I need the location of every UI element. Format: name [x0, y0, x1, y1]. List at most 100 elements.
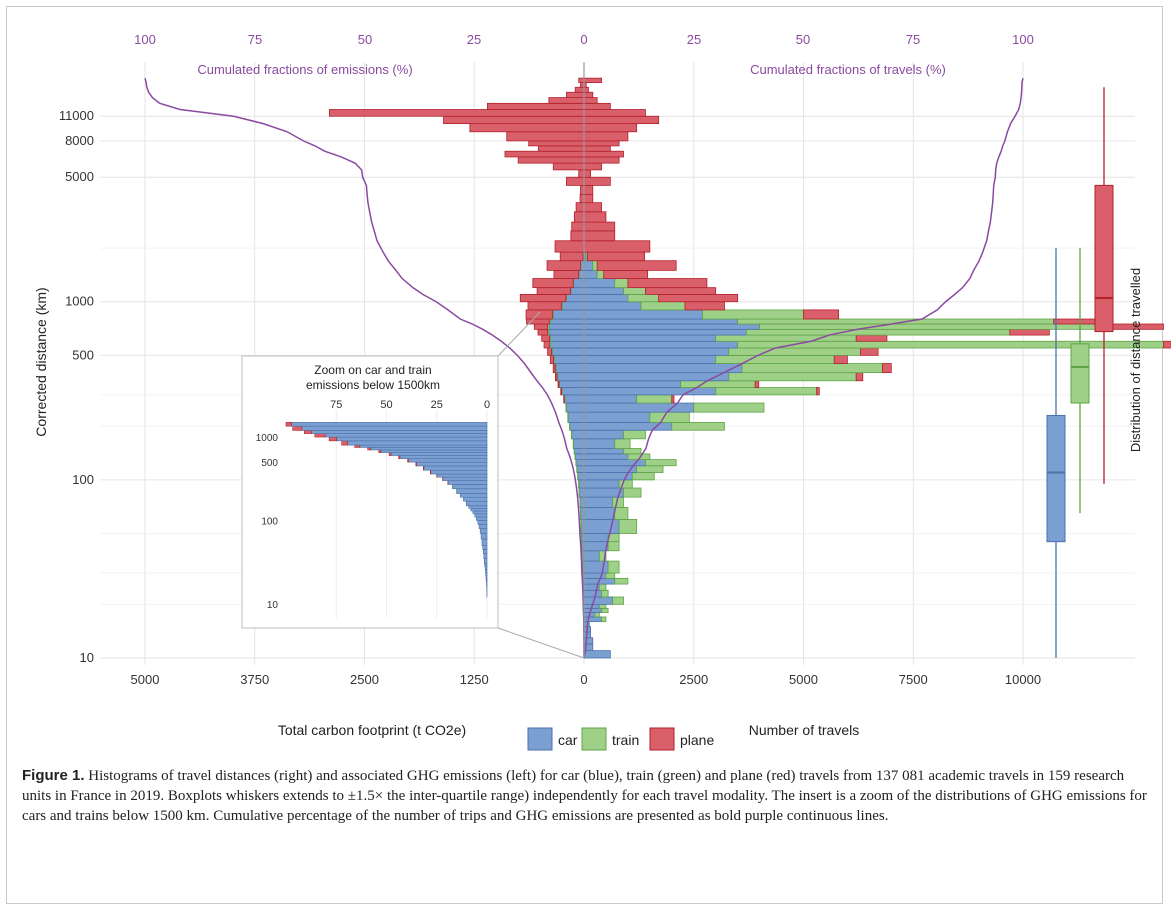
emission-bar-plane: [506, 131, 585, 142]
emission-bar-car: [578, 487, 585, 498]
travel-bar-train: [614, 438, 631, 449]
left-tick-label: 1250: [460, 672, 489, 687]
inset-bar-car: [470, 507, 488, 512]
y-tick-label: 500: [72, 347, 94, 362]
travel-bar-car: [583, 479, 620, 489]
travel-bar-car: [583, 363, 743, 374]
inset-bar-car: [463, 496, 488, 502]
emission-bar-plane: [549, 354, 554, 364]
travel-bar-plane: [882, 363, 892, 374]
travel-bar-plane: [583, 176, 611, 186]
inset-bar-car: [416, 461, 488, 467]
travel-bar-plane: [583, 240, 651, 253]
travel-bar-train: [728, 347, 861, 356]
legend-swatch-car: [527, 727, 553, 751]
emission-bar-plane: [566, 176, 585, 186]
emission-bar-plane: [533, 323, 548, 330]
travel-bar-plane: [583, 162, 602, 171]
travel-bar-train: [601, 616, 607, 623]
travel-bar-car: [583, 650, 611, 659]
emission-bar-plane: [537, 145, 585, 152]
emission-bar-plane: [554, 240, 585, 253]
travel-bar-car: [583, 372, 730, 382]
y-tick-label: 1000: [65, 294, 94, 309]
left-tick-label: 5000: [131, 672, 160, 687]
emission-bar-car: [578, 479, 585, 489]
top-tick-label: 25: [687, 32, 701, 47]
emission-bar-plane: [527, 301, 562, 311]
emission-bar-car: [573, 278, 585, 289]
inset-bar-plane: [367, 447, 371, 451]
emission-bar-plane: [570, 230, 585, 242]
emission-bar-plane: [528, 140, 585, 147]
inset-bar-plane: [415, 461, 417, 467]
right-tick-label: 10000: [1005, 672, 1041, 687]
inset-bar-car: [423, 465, 488, 471]
emission-bar-plane: [525, 309, 553, 320]
travel-bar-plane: [833, 354, 848, 364]
inset-bar-car: [442, 476, 488, 481]
travel-bar-car: [583, 411, 651, 423]
emission-bar-plane: [487, 102, 585, 110]
travel-bar-plane: [855, 334, 888, 342]
travel-bar-plane: [583, 221, 616, 232]
travel-bar-plane: [583, 97, 598, 104]
emission-bar-car: [574, 453, 585, 460]
travel-bar-plane: [855, 372, 864, 382]
travel-bar-train: [680, 380, 756, 388]
emission-bar-car: [557, 372, 585, 382]
emission-bar-plane: [578, 77, 585, 83]
travel-bar-car: [583, 453, 629, 460]
emission-bar-plane: [547, 347, 552, 356]
emission-bar-plane: [554, 372, 558, 382]
emission-bar-plane: [578, 169, 585, 178]
inset-y-tick-label: 100: [261, 516, 278, 527]
y-tick-label: 100: [72, 472, 94, 487]
travel-bar-car: [583, 354, 717, 364]
travel-bar-plane: [583, 184, 594, 195]
travel-bar-plane: [583, 150, 624, 158]
travel-bar-car: [583, 309, 703, 320]
travel-bar-car: [583, 637, 594, 645]
inset-bar-car: [484, 566, 488, 570]
right-tick-label: 7500: [899, 672, 928, 687]
travel-bar-train: [598, 583, 607, 591]
emission-bar-plane: [517, 156, 585, 164]
legend-label-car: car: [558, 732, 578, 748]
travel-bar-car: [583, 429, 624, 440]
inset-x-tick-label: 50: [380, 399, 392, 411]
travel-bar-train: [623, 287, 646, 295]
inset-bar-plane: [285, 422, 292, 427]
travel-bar-plane: [1009, 328, 1050, 336]
travel-bar-train: [737, 340, 1164, 349]
travel-bar-car: [583, 616, 602, 623]
travel-bar-train: [715, 387, 818, 396]
chart-area: Distribution of distance travelled Zoom …: [33, 32, 1171, 751]
cumulative-emissions-line: [144, 77, 585, 659]
y-tick-label: 11000: [59, 108, 94, 123]
travel-bar-train: [612, 596, 624, 605]
right-tick-label: 5000: [789, 672, 818, 687]
travel-bar-train: [649, 411, 690, 423]
emission-bar-plane: [563, 394, 565, 404]
figure-frame: [6, 6, 1163, 904]
travel-bar-plane: [583, 140, 620, 147]
inset-connector-bottom: [497, 627, 585, 659]
travel-bar-car: [583, 293, 629, 303]
top-tick-label: 0: [580, 32, 587, 47]
travel-bar-train: [601, 607, 609, 613]
travel-bar-car: [583, 402, 695, 413]
travel-bar-plane: [583, 86, 589, 93]
travel-bar-plane: [603, 269, 649, 279]
emission-bar-plane: [571, 221, 585, 232]
inset-bar-car: [477, 520, 488, 525]
legend-swatch-plane: [649, 727, 675, 751]
travel-bar-plane: [583, 145, 611, 152]
figure-caption: Figure 1. Histograms of travel distances…: [22, 766, 1150, 826]
travel-bar-plane: [583, 102, 611, 110]
inset-bar-car: [301, 425, 488, 431]
inset-bar-car: [483, 553, 488, 559]
boxplot-box-plane: [1094, 184, 1114, 333]
travel-bar-car: [583, 269, 598, 279]
emission-bar-plane: [504, 150, 585, 158]
